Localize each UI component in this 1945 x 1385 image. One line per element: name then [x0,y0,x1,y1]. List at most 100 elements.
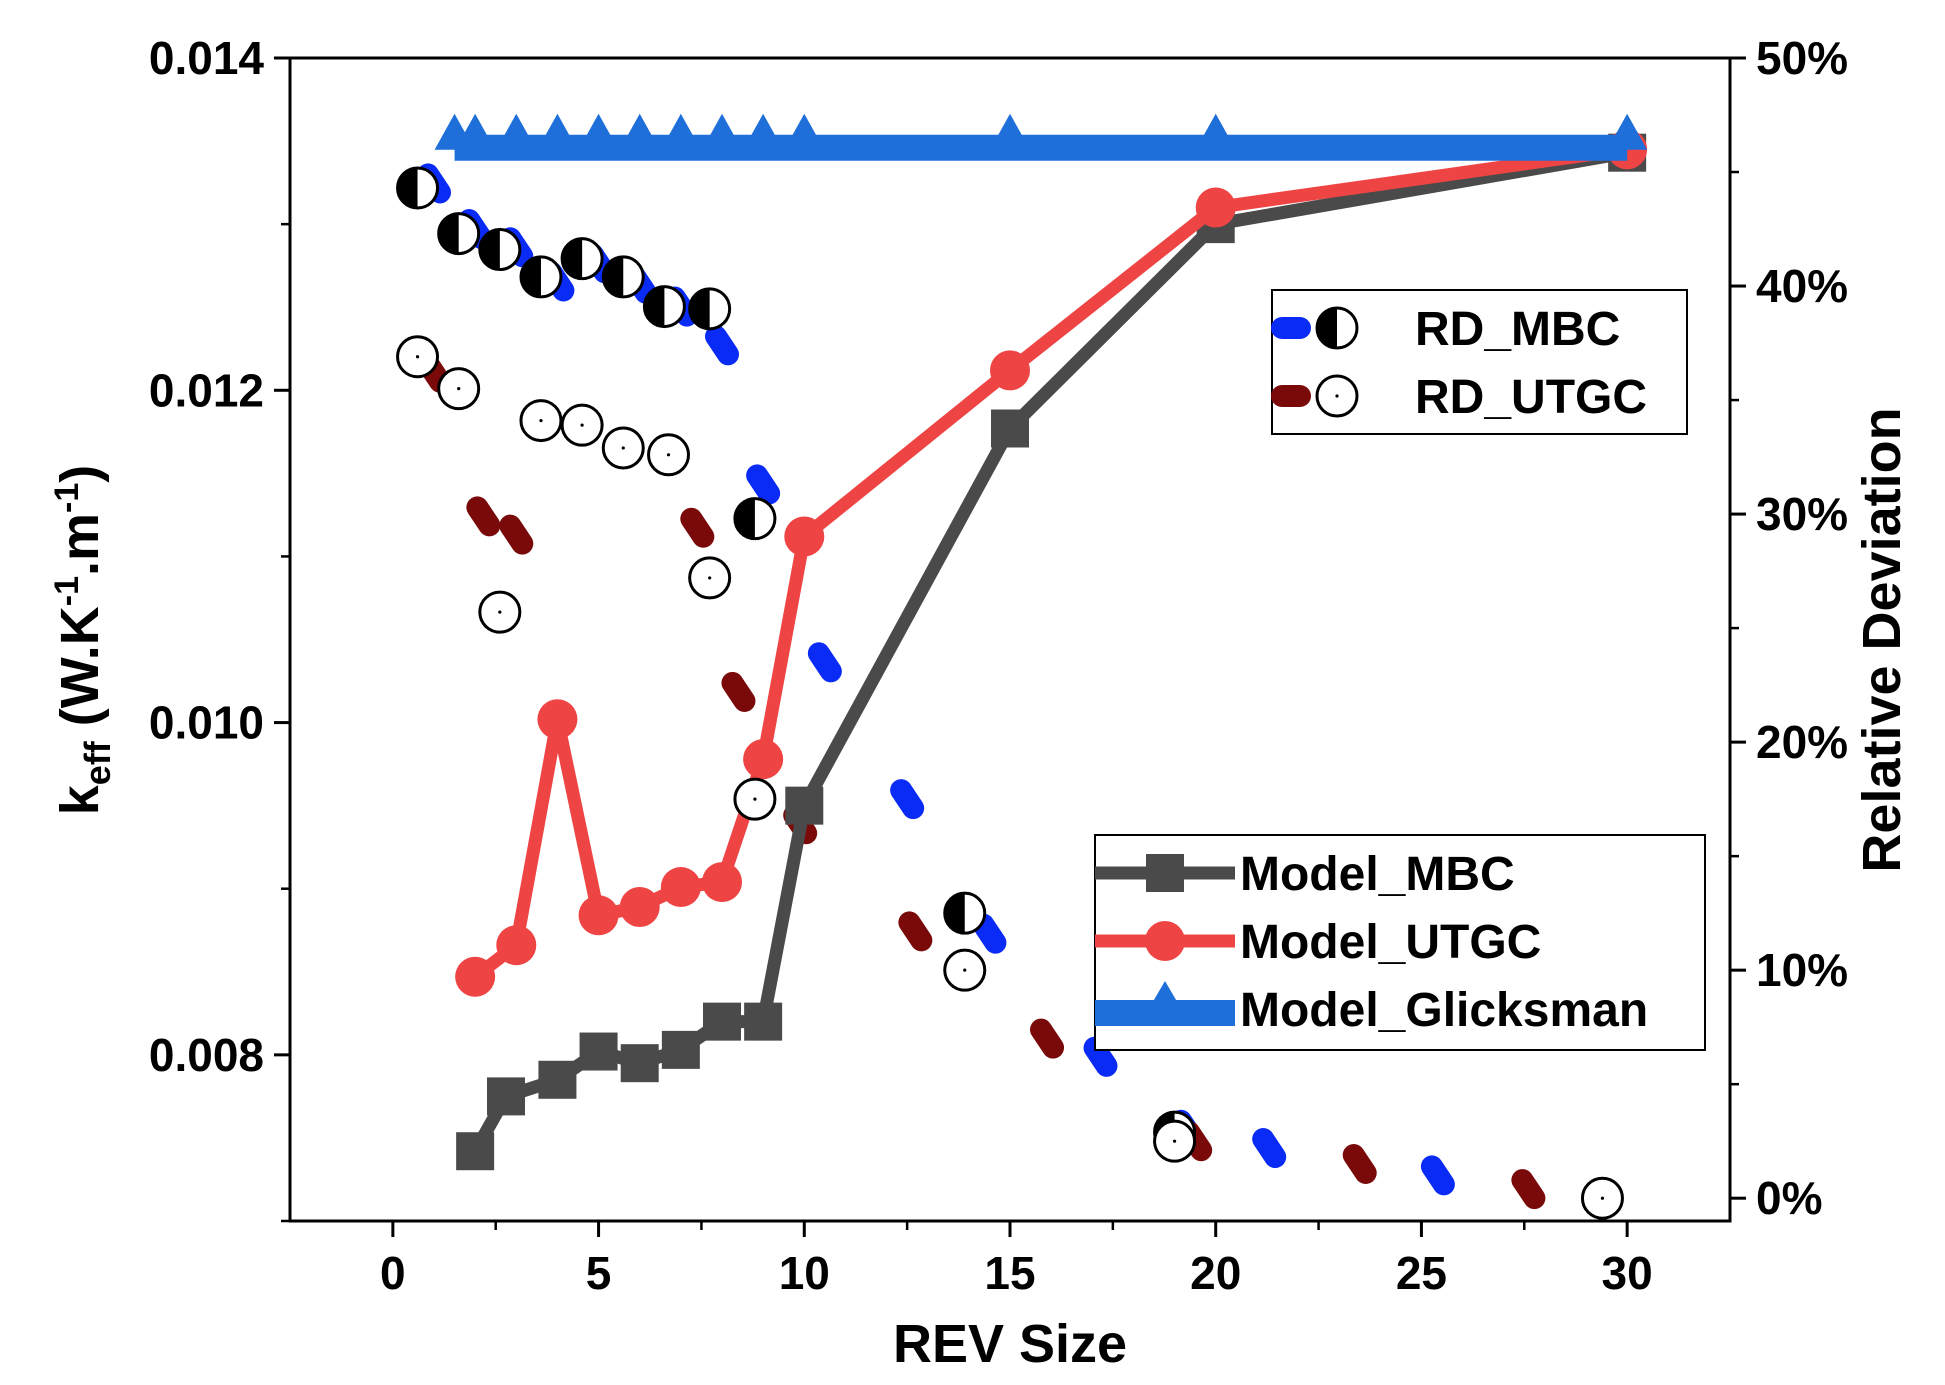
rd-mbc-point [437,212,481,256]
rd-dash-point [721,671,756,712]
axes: 0 5 10 15 20 25 30 0.008 0.010 0.012 0.014 0% 10% 20%… [149,32,1848,1299]
marker-half-fill [734,498,755,539]
legend-rd-marker [1315,306,1359,350]
model-glicksman-point [784,113,825,150]
rd-utgc-point [1153,1119,1197,1163]
y-axis-title-symbol: k [50,784,110,815]
rd-dash-point [1030,1018,1065,1059]
y-axis-title-units: (W.K [50,606,110,741]
x-axis-title: REV Size [893,1314,1127,1374]
y2-tick-label: 10% [1756,944,1848,996]
rd-mbc-point [478,228,522,272]
legend-model-marker [1144,981,1186,1017]
marker-center-dot [963,968,967,972]
rd-dash-point [898,911,933,952]
x-tick-label: 5 [586,1247,612,1299]
rd-mbc-point [601,255,645,299]
model-mbc-point [991,409,1029,448]
marker-center-dot [708,576,712,580]
marker-half-fill [562,238,583,279]
model-utgc-point [619,886,660,927]
model-mbc-point [487,1077,525,1116]
rd-utgc-point [1580,1176,1624,1220]
rd-utgc-point [437,367,481,411]
rd-utgc-point [943,948,987,992]
marker-center-dot [457,387,461,391]
y2-tick-label: 20% [1756,716,1848,768]
model-utgc-point [990,350,1030,391]
rd-dash-point [1511,1169,1546,1210]
rd-dash-point [746,464,781,505]
legend-rd-marker [1315,374,1359,418]
model-glicksman-point [660,113,701,150]
model-glicksman-point [743,113,784,150]
rd-utgc-point [688,556,732,600]
y-axis-title-sup2: -1 [48,483,86,513]
model-glicksman-point [1607,113,1648,150]
legend-model-entry: Model_UTGC [1095,916,1541,969]
rd-mbc-point [396,166,440,210]
model-mbc-point [785,786,824,825]
rd-dash-point [680,507,715,548]
marker-half-fill [944,893,965,934]
legend-model-label: Model_MBC [1240,848,1515,901]
y2-tick-label: 40% [1756,260,1848,312]
series-rd-utgc-markers [396,335,1624,1220]
model-glicksman-point [1195,113,1236,150]
rd-dash-point [807,642,842,683]
y-axis-title-subscript: eff [77,740,118,785]
model-utgc-point [660,867,701,908]
rd-mbc-point [688,287,732,331]
marker-center-dot [621,446,625,450]
model-glicksman-point [455,113,496,150]
rd-mbc-point [642,285,686,329]
x-tick-label: 10 [779,1247,830,1299]
model-mbc-point [703,1002,741,1041]
marker-half-fill [520,256,541,297]
model-glicksman-point [537,113,578,150]
legend-model: Model_MBC Model_UTGC Model_Glicksman [1094,834,1706,1051]
model-glicksman-point [619,113,660,150]
rd-utgc-point [647,433,691,477]
rd-mbc-point [560,237,604,281]
model-utgc-line [471,142,1629,982]
x-tick-label: 20 [1190,1247,1241,1299]
x-tick-label: 0 [380,1247,406,1299]
x-tick-label: 30 [1602,1247,1653,1299]
model-mbc-point [661,1030,700,1069]
model-mbc-point [620,1044,659,1083]
legend-model-entry: Model_Glicksman [1095,981,1648,1037]
rd-mbc-point [733,497,777,541]
model-utgc-point [455,956,496,997]
marker-center-dot [666,453,671,457]
rd-dash-point [466,496,501,537]
model-mbc-point [579,1032,618,1071]
rd-mbc-point [519,255,563,299]
marker-half-fill [1317,308,1337,348]
model-utgc-point [537,699,578,740]
series-model-glicksman [434,113,1648,161]
model-mbc-point [538,1060,577,1099]
marker-center-dot [415,355,420,359]
rd-mbc-point [943,891,987,935]
y2-tick-label: 0% [1756,1172,1822,1224]
marker-center-dot [1600,1196,1605,1200]
rd-dash-point [1420,1155,1455,1196]
rd-utgc-point [519,399,563,443]
marker-half-fill [438,213,459,254]
legend-model-label: Model_UTGC [1240,916,1541,969]
rd-dash-point [972,913,1007,954]
y2-axis-title: Relative Deviation [1852,407,1912,872]
legend-model-marker [1145,921,1185,961]
y-axis-title: keff (W.K-1.m-1) [48,465,118,816]
legend-rd: RD_MBC RD_UTGC [1271,289,1688,435]
plot-area [396,113,1648,1220]
y-axis-title-units-post: ) [50,465,110,483]
rd-utgc-point [478,590,522,634]
marker-center-dot [580,423,584,427]
x-tick-label: 25 [1396,1247,1447,1299]
marker-half-fill [644,286,665,327]
model-utgc-point [702,862,742,903]
model-mbc-point [744,1002,783,1041]
y-axis-title-units-mid: .m [50,513,110,576]
